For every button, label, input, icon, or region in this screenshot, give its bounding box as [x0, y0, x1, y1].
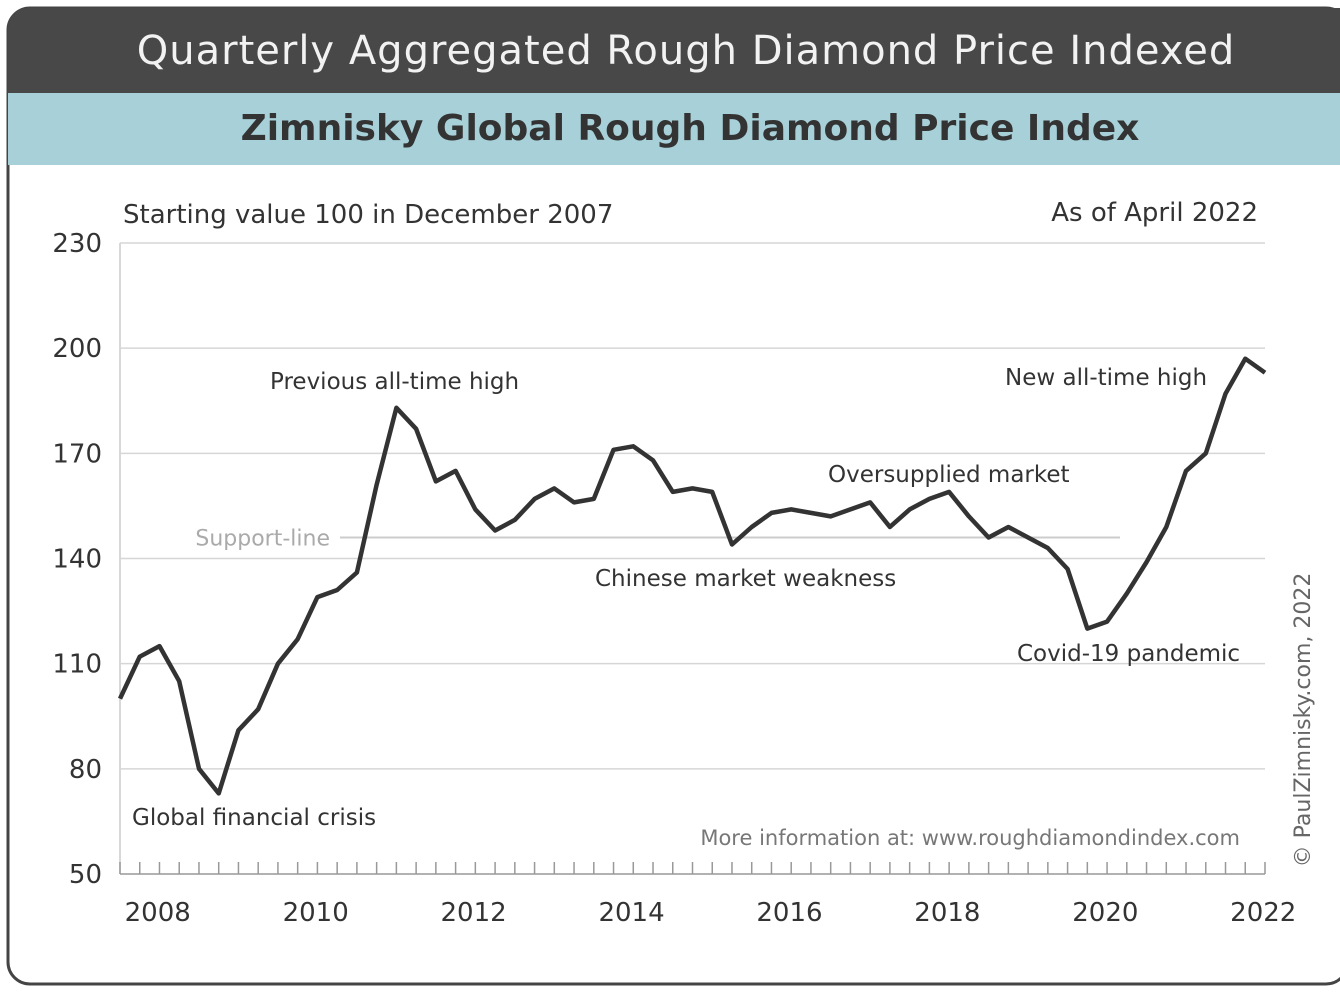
y-tick-label: 230 [52, 229, 102, 259]
x-tick-label: 2012 [441, 898, 507, 928]
x-tick-label: 2018 [914, 898, 980, 928]
y-tick-label: 110 [52, 650, 102, 680]
annotation: New all-time high [1005, 365, 1207, 391]
note-right: As of April 2022 [1051, 198, 1258, 228]
annotation: Global financial crisis [132, 805, 376, 831]
support-line-label: Support-line [195, 526, 330, 551]
y-tick-label: 200 [52, 334, 102, 364]
x-tick-label: 2022 [1230, 898, 1296, 928]
header-band [8, 8, 1340, 93]
x-tick-label: 2020 [1072, 898, 1138, 928]
chart-title: Quarterly Aggregated Rough Diamond Price… [137, 28, 1235, 74]
x-tick-label: 2014 [598, 898, 664, 928]
y-tick-label: 170 [52, 439, 102, 469]
subtitle-band [8, 93, 1340, 165]
copyright: © PaulZimnisky.com, 2022 [1291, 573, 1316, 868]
annotation: Covid-19 pandemic [1017, 641, 1240, 667]
data-line [117, 356, 1267, 796]
x-tick-label: 2016 [756, 898, 822, 928]
y-tick-label: 50 [69, 860, 102, 890]
y-tick-label: 80 [69, 755, 102, 785]
annotation: Previous all-time high [270, 369, 519, 395]
annotation: Oversupplied market [828, 462, 1070, 488]
source-note: More information at: www.roughdiamondind… [700, 826, 1240, 850]
x-tick-label: 2010 [283, 898, 349, 928]
chart-subtitle: Zimnisky Global Rough Diamond Price Inde… [241, 108, 1140, 149]
x-tick-label: 2008 [125, 898, 191, 928]
y-tick-label: 140 [52, 545, 102, 575]
annotation: Chinese market weakness [595, 566, 896, 592]
note-left: Starting value 100 in December 2007 [123, 200, 613, 230]
